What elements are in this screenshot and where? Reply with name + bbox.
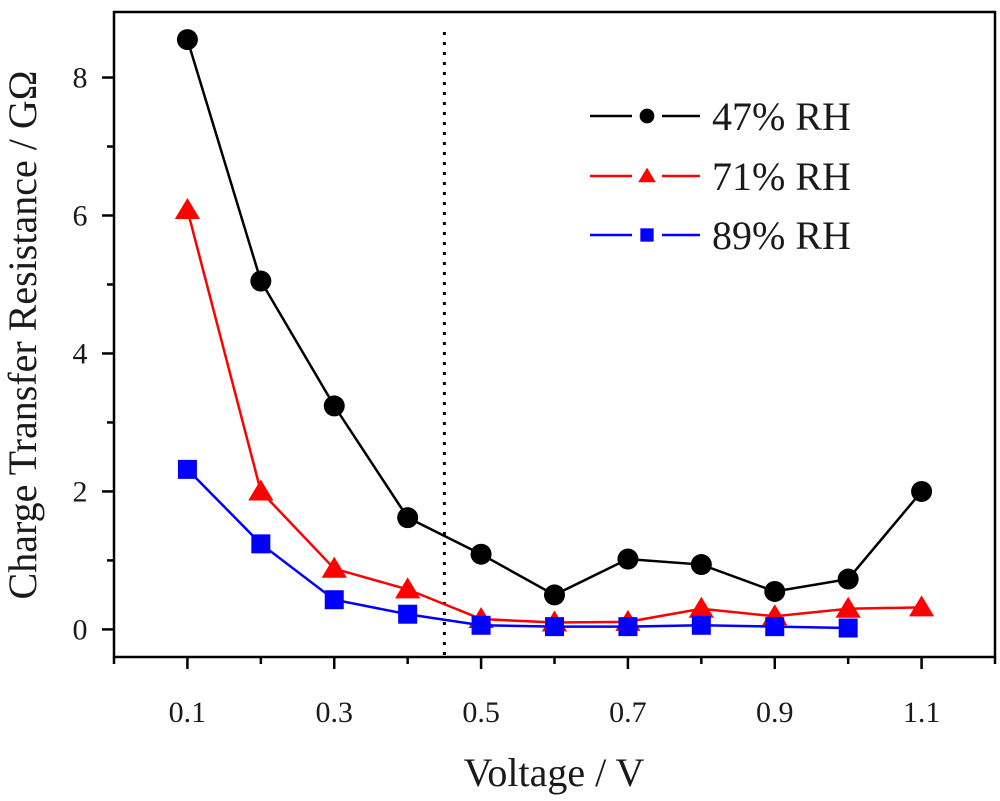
y-axis: 0 2 4 6 8 [73, 62, 114, 646]
data-point [174, 197, 201, 219]
y-tick-label: 8 [73, 62, 88, 95]
y-axis-title: Charge Transfer Resistance / GΩ [0, 71, 45, 600]
data-point [398, 604, 418, 624]
data-point [835, 596, 861, 618]
data-point [176, 29, 198, 51]
data-point [688, 596, 714, 618]
legend-marker-71rh [638, 167, 656, 183]
data-point [545, 617, 564, 637]
data-point [765, 617, 785, 637]
data-point [838, 618, 858, 638]
data-point [690, 554, 712, 576]
y-tick-label: 6 [73, 200, 88, 233]
series-layer [174, 29, 935, 638]
legend-marker-symbol [639, 108, 655, 124]
legend-marker-89rh [640, 228, 654, 242]
data-point [617, 548, 639, 570]
data-point [691, 615, 711, 635]
x-tick-label: 0.7 [609, 696, 647, 729]
legend-label-89rh: 89% RH [712, 213, 851, 258]
data-point [177, 459, 197, 479]
legend-label-47rh: 47% RH [712, 94, 851, 139]
series-line [186, 209, 922, 624]
x-tick-label: 0.5 [462, 696, 500, 729]
x-axis: 0.1 0.3 0.5 0.7 0.9 1.1 [112, 657, 997, 729]
data-point [324, 590, 344, 610]
data-point [395, 577, 421, 599]
data-point [911, 480, 933, 502]
data-point [837, 568, 859, 590]
data-point [471, 615, 491, 635]
data-point [470, 543, 492, 565]
series-line [186, 468, 849, 630]
data-point [321, 556, 347, 578]
data-point [251, 534, 271, 554]
series-89-rh [177, 459, 858, 638]
x-tick-label: 0.9 [756, 696, 794, 729]
legend-marker-symbol [638, 167, 656, 183]
legend-entry-89rh: 89% RH [590, 213, 851, 258]
data-point [908, 595, 935, 617]
data-point [248, 479, 274, 501]
data-point [397, 507, 419, 529]
legend-entry-71rh: 71% RH [590, 154, 851, 199]
x-tick-label: 1.1 [903, 696, 941, 729]
y-tick-label: 0 [73, 613, 88, 646]
x-axis-title: Voltage / V [464, 750, 645, 795]
y-tick-label: 2 [73, 475, 88, 508]
data-point [250, 270, 272, 292]
legend-entry-47rh: 47% RH [590, 94, 851, 139]
legend-label-71rh: 71% RH [712, 154, 851, 199]
legend: 47% RH 71% RH 89% RH [590, 94, 851, 258]
x-tick-label: 0.1 [169, 696, 207, 729]
data-point [544, 584, 565, 606]
x-tick-label: 0.3 [316, 696, 354, 729]
data-point [618, 617, 638, 637]
data-point [323, 395, 345, 417]
y-tick-label: 4 [73, 337, 88, 370]
legend-marker-symbol [640, 228, 654, 242]
series-47-rh [176, 29, 933, 606]
data-point [764, 580, 786, 602]
legend-marker-47rh [639, 108, 655, 124]
